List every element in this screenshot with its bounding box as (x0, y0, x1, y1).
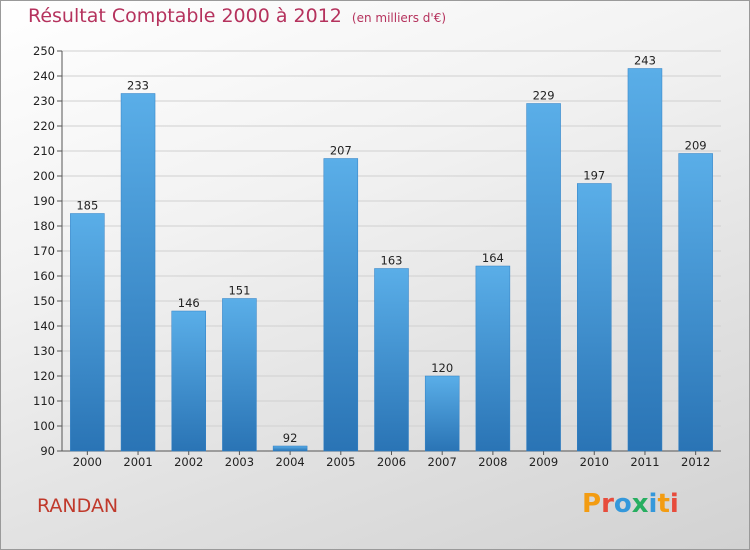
bar-2002 (171, 310, 206, 452)
x-tick-label-2007: 2007 (428, 455, 457, 469)
axes: 90 100 110 120 130 140 150 160 170 180 190 200 210 22… (33, 44, 721, 469)
logo-letter: i (648, 489, 658, 519)
y-tick-label: 180 (33, 219, 55, 233)
y-tick-label: 230 (33, 94, 55, 108)
logo-letter: P (582, 489, 602, 519)
y-tick-label: 150 (33, 294, 55, 308)
x-tick-label-2001: 2001 (123, 455, 152, 469)
y-tick-label: 250 (33, 44, 55, 58)
y-tick-label: 130 (33, 344, 55, 358)
x-tick-label-2004: 2004 (275, 455, 304, 469)
value-label-2010: 197 (583, 169, 605, 183)
x-tick-label-2006: 2006 (377, 455, 406, 469)
logo-letter: i (669, 489, 679, 519)
y-tick-label: 90 (40, 444, 55, 458)
x-tick-label-2003: 2003 (225, 455, 254, 469)
proxiti-logo: Proxiti (582, 489, 679, 519)
bar-2005 (323, 158, 359, 452)
x-tick-label-2011: 2011 (630, 455, 659, 469)
bar-2010 (577, 183, 612, 452)
y-tick-label: 140 (33, 319, 55, 333)
bar-2000 (70, 213, 105, 452)
bar-2009 (526, 103, 561, 452)
x-tick-label-2010: 2010 (580, 455, 609, 469)
value-label-2003: 151 (228, 284, 250, 298)
value-label-2004: 92 (283, 431, 298, 445)
value-label-2001: 233 (127, 79, 149, 93)
chart-subtitle: (en milliers d'€) (351, 11, 447, 25)
value-label-2000: 185 (76, 199, 98, 213)
y-tick-label: 170 (33, 244, 55, 258)
bar-2006 (374, 268, 409, 452)
y-tick-label: 240 (33, 69, 55, 83)
logo-letter: o (613, 489, 632, 519)
x-tick-label-2012: 2012 (681, 455, 710, 469)
y-tick-label: 110 (33, 394, 55, 408)
bar-2003 (222, 298, 257, 452)
y-tick-label: 190 (33, 194, 55, 208)
value-label-2002: 146 (178, 296, 200, 310)
y-tick-label: 120 (33, 369, 55, 383)
x-tick-label-2005: 2005 (326, 455, 355, 469)
logo-letter: r (601, 489, 614, 519)
bar-2012 (678, 153, 713, 452)
chart-title-block: Résultat Comptable 2000 à 2012 (en millie… (28, 5, 446, 27)
y-tick-label: 160 (33, 269, 55, 283)
bar-2011 (627, 68, 663, 452)
logo-letter: x (631, 489, 649, 519)
value-label-2008: 164 (482, 251, 504, 265)
value-label-2012: 209 (685, 139, 707, 153)
bar-2004 (272, 445, 308, 452)
value-label-2011: 243 (634, 54, 656, 68)
chart-title: Résultat Comptable 2000 à 2012 (28, 5, 342, 27)
value-label-2005: 207 (330, 144, 352, 158)
value-label-2009: 229 (533, 89, 555, 103)
x-tick-label-2000: 2000 (73, 455, 102, 469)
y-tick-label: 200 (33, 169, 55, 183)
logo-letter: t (657, 489, 670, 519)
labels: 185 233 146 151 92 207 163 120 164 229 197 243 209 (76, 54, 706, 446)
x-tick-label-2002: 2002 (174, 455, 203, 469)
bar-2007 (424, 375, 460, 452)
value-label-2006: 163 (381, 254, 403, 268)
bar-2001 (120, 93, 156, 452)
value-label-2007: 120 (431, 361, 453, 375)
y-tick-label: 220 (33, 119, 55, 133)
bars (70, 68, 713, 452)
bar-2008 (475, 265, 511, 452)
commune-name: RANDAN (37, 495, 119, 517)
x-tick-label-2009: 2009 (529, 455, 558, 469)
y-tick-label: 100 (33, 419, 55, 433)
y-tick-label: 210 (33, 144, 55, 158)
x-tick-label-2008: 2008 (478, 455, 507, 469)
